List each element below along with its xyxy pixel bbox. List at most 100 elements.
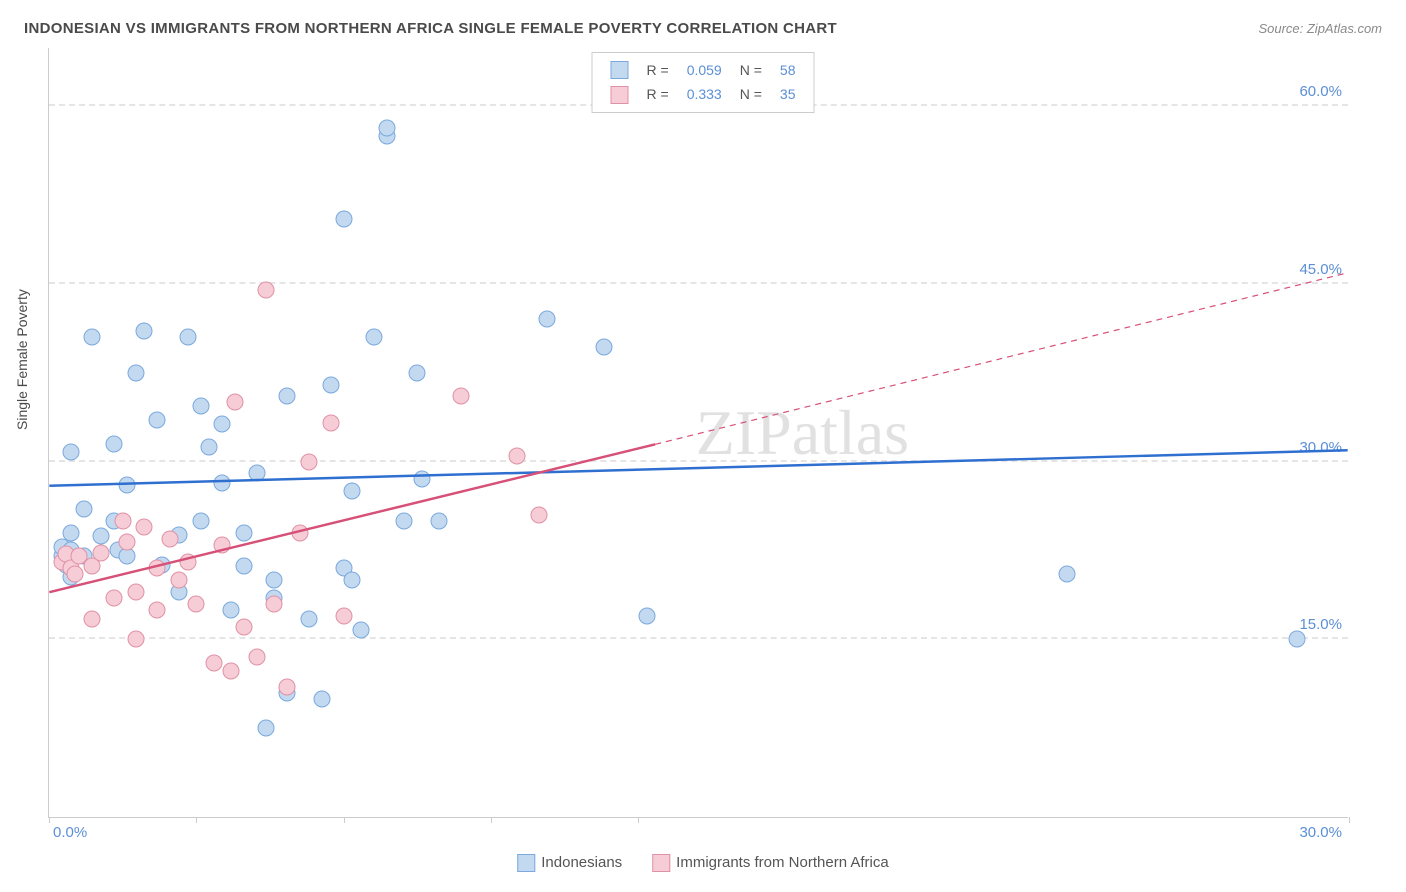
scatter-plot: ZIPatlas 15.0%30.0%45.0%60.0%0.0%30.0% (48, 48, 1348, 818)
correlation-legend: R =0.059N =58R =0.333N =35 (592, 52, 815, 113)
data-point (136, 323, 153, 340)
data-point (214, 415, 231, 432)
data-point (292, 524, 309, 541)
data-point (595, 338, 612, 355)
data-point (249, 465, 266, 482)
x-tick (1349, 817, 1350, 823)
data-point (223, 601, 240, 618)
data-point (409, 364, 426, 381)
data-point (452, 388, 469, 405)
x-tick (196, 817, 197, 823)
data-point (214, 474, 231, 491)
data-point (127, 631, 144, 648)
data-point (62, 444, 79, 461)
data-point (149, 560, 166, 577)
data-point (249, 649, 266, 666)
data-point (188, 595, 205, 612)
data-point (353, 621, 370, 638)
data-point (93, 528, 110, 545)
legend-item: Immigrants from Northern Africa (652, 854, 889, 872)
source-label: Source: ZipAtlas.com (1258, 21, 1382, 36)
data-point (530, 506, 547, 523)
data-point (335, 210, 352, 227)
series-legend: Indonesians Immigrants from Northern Afri… (517, 854, 888, 872)
watermark-text: ZIPatlas (696, 396, 909, 470)
data-point (127, 364, 144, 381)
trend-line (49, 450, 1347, 485)
gridline (49, 282, 1348, 284)
data-point (344, 572, 361, 589)
data-point (335, 607, 352, 624)
data-point (266, 572, 283, 589)
data-point (236, 524, 253, 541)
data-point (119, 534, 136, 551)
data-point (179, 554, 196, 571)
data-point (344, 483, 361, 500)
data-point (1289, 631, 1306, 648)
legend-row: R =0.059N =58 (603, 59, 804, 81)
y-tick-label: 15.0% (1299, 616, 1342, 633)
data-point (149, 412, 166, 429)
trend-line (655, 273, 1347, 445)
data-point (257, 281, 274, 298)
data-point (205, 655, 222, 672)
data-point (106, 589, 123, 606)
data-point (106, 435, 123, 452)
data-point (62, 524, 79, 541)
data-point (201, 439, 218, 456)
data-point (114, 512, 131, 529)
data-point (162, 530, 179, 547)
x-tick (49, 817, 50, 823)
data-point (301, 611, 318, 628)
data-point (257, 720, 274, 737)
data-point (192, 397, 209, 414)
data-point (227, 394, 244, 411)
data-point (223, 663, 240, 680)
data-point (236, 557, 253, 574)
data-point (301, 453, 318, 470)
data-point (171, 572, 188, 589)
gridline (49, 637, 1348, 639)
y-axis-title: Single Female Poverty (14, 289, 30, 430)
legend-row: R =0.333N =35 (603, 83, 804, 105)
data-point (431, 512, 448, 529)
x-tick-label: 0.0% (53, 824, 87, 841)
data-point (639, 607, 656, 624)
data-point (84, 611, 101, 628)
data-point (322, 376, 339, 393)
data-point (366, 329, 383, 346)
x-tick (638, 817, 639, 823)
chart-title: INDONESIAN VS IMMIGRANTS FROM NORTHERN A… (24, 20, 837, 37)
y-tick-label: 45.0% (1299, 261, 1342, 278)
data-point (279, 388, 296, 405)
data-point (119, 477, 136, 494)
data-point (67, 566, 84, 583)
x-tick-label: 30.0% (1299, 824, 1342, 841)
x-tick (344, 817, 345, 823)
data-point (75, 501, 92, 518)
data-point (1059, 566, 1076, 583)
data-point (322, 414, 339, 431)
gridline (49, 460, 1348, 462)
data-point (179, 329, 196, 346)
data-point (413, 471, 430, 488)
data-point (279, 678, 296, 695)
y-tick-label: 60.0% (1299, 83, 1342, 100)
data-point (266, 595, 283, 612)
data-point (149, 601, 166, 618)
data-point (509, 447, 526, 464)
data-point (379, 119, 396, 136)
data-point (127, 583, 144, 600)
x-tick (491, 817, 492, 823)
data-point (136, 518, 153, 535)
data-point (214, 536, 231, 553)
data-point (314, 690, 331, 707)
data-point (539, 311, 556, 328)
legend-item: Indonesians (517, 854, 622, 872)
data-point (84, 329, 101, 346)
y-tick-label: 30.0% (1299, 439, 1342, 456)
data-point (396, 512, 413, 529)
data-point (236, 619, 253, 636)
data-point (93, 544, 110, 561)
data-point (192, 512, 209, 529)
